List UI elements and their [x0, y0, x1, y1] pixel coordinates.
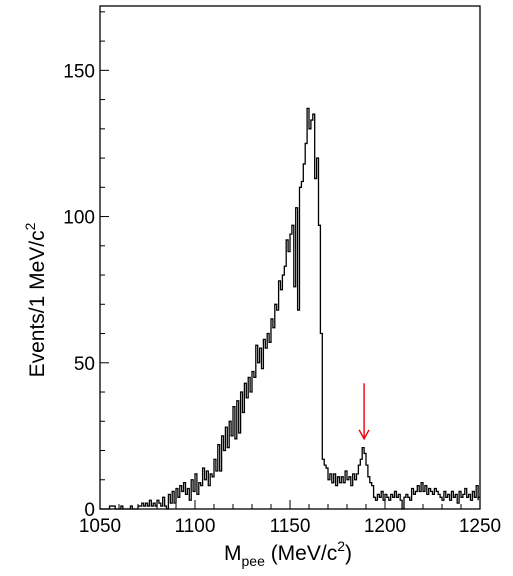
plot-frame [99, 5, 481, 510]
histogram-series [100, 107, 480, 510]
x-tick-label: 1250 [459, 516, 501, 537]
y-tick-label: 0 [84, 500, 95, 521]
x-tick-label: 1200 [364, 516, 406, 537]
x-tick-label: 1150 [270, 516, 311, 537]
y-tick-labels: 0 50 100 150 [63, 61, 95, 521]
y-tick-label: 100 [63, 208, 95, 229]
axis-ticks [99, 11, 481, 510]
y-axis-label: Events/1 MeV/c2 [22, 222, 49, 377]
y-tick-label: 50 [74, 354, 95, 375]
peak-arrow-marker [358, 383, 370, 441]
arrow-head [358, 429, 370, 441]
x-tick-label: 1100 [175, 516, 216, 537]
x-axis-label: Mpee (MeV/c2) [224, 538, 352, 569]
y-tick-label: 150 [63, 61, 95, 82]
x-tick-label: 1050 [79, 516, 121, 537]
x-tick-labels: 1050 1100 1150 1200 1250 [79, 516, 501, 537]
